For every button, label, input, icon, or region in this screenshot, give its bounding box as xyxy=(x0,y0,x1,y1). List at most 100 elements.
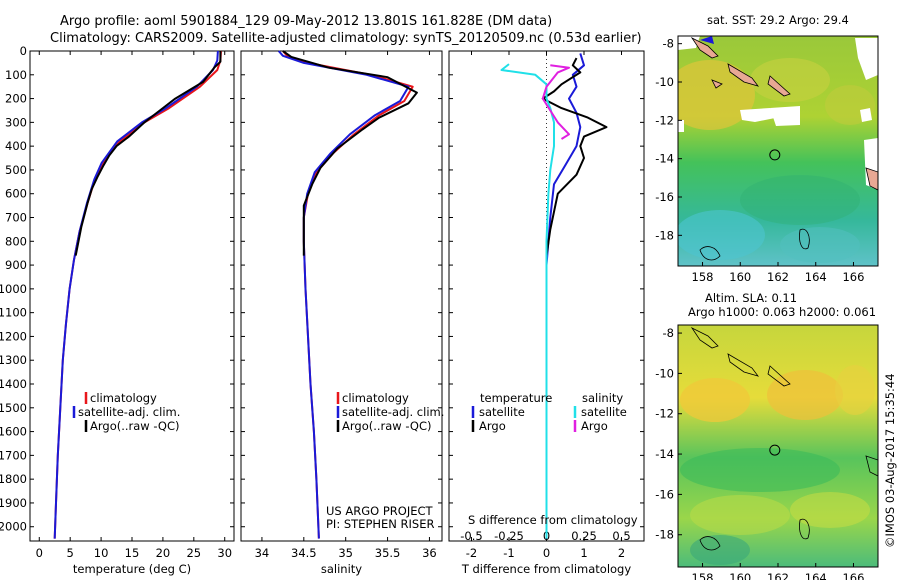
sst-field-texture xyxy=(678,36,878,263)
depth-tick-label: 300 xyxy=(5,115,27,129)
legend-climatology-label: climatology xyxy=(90,391,157,405)
map-x-tick-label: 160 xyxy=(729,270,751,284)
s-tick-label: 0.5 xyxy=(612,529,630,543)
sla-map xyxy=(677,324,879,568)
x-tick-label: 2 xyxy=(618,546,625,560)
difference-panel: -2 -1 0 1 2-0.5 -0.25 0 0.25 0.5T difference fro… xyxy=(448,50,645,576)
map-y-tick-label: -10 xyxy=(655,366,674,380)
x-tick-label: 10 xyxy=(94,546,109,560)
x-tick-label: 36 xyxy=(422,546,437,560)
pi-annotation: PI: STEPHEN RISER xyxy=(326,517,435,531)
sla-map-ticks: 158 160 162 164 166 -8 -10 -12 -14 -16 -18 xyxy=(655,326,864,580)
depth-tick-label: 1200 xyxy=(0,329,27,343)
map-x-tick-label: 164 xyxy=(805,270,827,284)
series-line-salinity-argo xyxy=(541,64,570,140)
map-y-tick-label: -18 xyxy=(655,228,674,242)
depth-tick-label: 700 xyxy=(5,211,27,225)
x-axis-label: T difference from climatology xyxy=(461,562,632,576)
legend-temperature-heading: temperature xyxy=(480,391,552,405)
project-annotation: US ARGO PROJECT xyxy=(326,504,434,518)
legend-temp-satellite-label: satellite xyxy=(479,405,525,419)
depth-tick-label: 0 xyxy=(20,44,27,58)
legend-argo-label: Argo(..raw -QC) xyxy=(342,419,432,433)
sla-map-title-line-1: Altim. SLA: 0.11 xyxy=(705,291,797,305)
x-tick-label: 20 xyxy=(156,546,171,560)
s-tick-label: -0.25 xyxy=(494,529,524,543)
legend-satellite-clim-label: satellite-adj. clim. xyxy=(342,405,444,419)
map-y-tick-label: -14 xyxy=(655,152,674,166)
depth-tick-label: 1800 xyxy=(0,472,27,486)
temperature-legend: climatology satellite-adj. clim. Argo(..… xyxy=(72,391,180,433)
series-line-satellite-adj-clim- xyxy=(53,50,219,539)
sst-profile-marker xyxy=(769,149,781,161)
depth-tick-label: 200 xyxy=(5,92,27,106)
legend-satellite-clim-label: satellite-adj. clim. xyxy=(78,405,180,419)
sla-profile-marker xyxy=(769,444,781,456)
map-x-tick-label: 166 xyxy=(842,270,864,284)
depth-tick-label: 1400 xyxy=(0,377,27,391)
depth-tick-label: 1600 xyxy=(0,425,27,439)
map-y-tick-label: -18 xyxy=(655,528,674,542)
salinity-legend: climatology satellite-adj. clim. Argo(..… xyxy=(326,391,444,531)
x-tick-label: 5 xyxy=(67,546,74,560)
sst-map-ticks: 158 160 162 164 166 -8 -10 -12 -14 -16 -18 xyxy=(655,37,864,284)
map-y-tick-label: -16 xyxy=(655,487,674,501)
depth-tick-label: 800 xyxy=(5,234,27,248)
legend-sal-argo-label: Argo xyxy=(581,419,608,433)
series-line-salinity-satellite xyxy=(500,63,555,539)
legend-salinity-heading: salinity xyxy=(582,391,623,405)
s-difference-axis-label: S difference from climatology xyxy=(468,513,638,527)
s-tick-label: -0.5 xyxy=(460,529,482,543)
sla-map-title-line-2: Argo h1000: 0.063 h2000: 0.061 xyxy=(688,305,876,319)
depth-tick-label: 500 xyxy=(5,163,27,177)
depth-tick-label: 600 xyxy=(5,187,27,201)
x-tick-label: -1 xyxy=(503,546,514,560)
x-tick-label: 0 xyxy=(36,546,43,560)
map-x-tick-label: 160 xyxy=(729,571,751,580)
x-tick-label: 1 xyxy=(580,546,587,560)
sst-map xyxy=(677,35,879,267)
depth-tick-label: 900 xyxy=(5,258,27,272)
map-y-tick-label: -16 xyxy=(655,190,674,204)
map-x-tick-label: 158 xyxy=(692,571,714,580)
map-y-tick-label: -14 xyxy=(655,447,674,461)
map-y-tick-label: -12 xyxy=(655,407,674,421)
series-line-climatology xyxy=(282,50,414,539)
series-line-temperature-argo xyxy=(541,57,608,256)
s-tick-label: 0.25 xyxy=(571,529,597,543)
x-tick-label: 0 xyxy=(543,546,550,560)
map-y-tick-label: -12 xyxy=(655,113,674,127)
x-tick-label: 35.5 xyxy=(375,546,401,560)
sla-field-texture xyxy=(680,326,878,565)
map-y-tick-label: -10 xyxy=(655,75,674,89)
depth-tick-label: 1100 xyxy=(0,306,27,320)
legend-temp-argo-label: Argo xyxy=(479,419,506,433)
salinity-panel: 34 34.5 35 35.5 36 salinity xyxy=(240,50,443,576)
x-tick-label: 35 xyxy=(338,546,353,560)
map-x-tick-label: 162 xyxy=(767,571,789,580)
map-x-tick-label: 164 xyxy=(805,571,827,580)
series-line-satellite-adj-clim- xyxy=(277,50,410,539)
depth-tick-label: 1300 xyxy=(0,353,27,367)
depth-tick-label: 2000 xyxy=(0,520,27,534)
map-y-tick-label: -8 xyxy=(663,326,674,340)
x-tick-label: 34 xyxy=(255,546,270,560)
map-x-tick-label: 166 xyxy=(842,571,864,580)
plot-frame xyxy=(29,50,235,542)
x-tick-label: 15 xyxy=(125,546,140,560)
depth-tick-label: 400 xyxy=(5,139,27,153)
map-y-tick-label: -8 xyxy=(663,37,674,51)
x-tick-label: -2 xyxy=(466,546,477,560)
temperature-panel: 0100200300400500600700800900100011001200… xyxy=(0,44,235,576)
depth-tick-label: 1000 xyxy=(0,282,27,296)
series-line-argo-raw-qc- xyxy=(74,51,222,256)
imos-credit: ©IMOS 03-Aug-2017 15:35:44 xyxy=(883,373,897,548)
x-tick-label: 34.5 xyxy=(291,546,317,560)
x-tick-label: 30 xyxy=(217,546,232,560)
series-line-climatology xyxy=(53,50,222,539)
map-x-tick-label: 158 xyxy=(692,270,714,284)
x-axis-label: temperature (deg C) xyxy=(73,562,191,576)
x-axis-label: salinity xyxy=(321,562,362,576)
difference-legend: temperature satellite Argo salinity sate… xyxy=(468,391,638,527)
